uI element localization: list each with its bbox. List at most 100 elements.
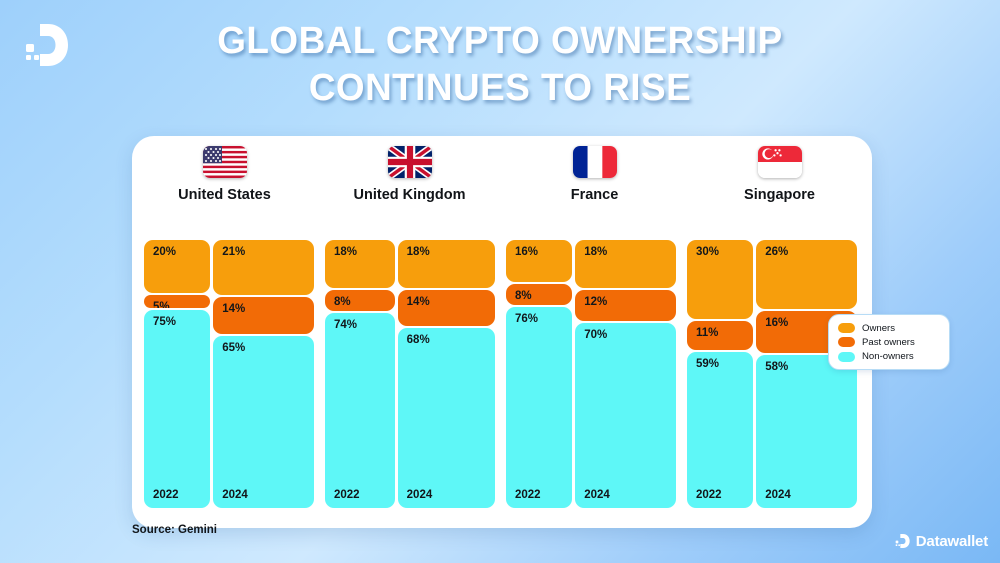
segment-value-label: 68% — [406, 334, 430, 347]
segment-value-label: 26% — [765, 246, 789, 258]
bar-segment[interactable]: 11% — [687, 321, 754, 351]
segment-value-label: 14% — [222, 303, 246, 316]
stacked-bar-chart: 20% 5% 75% 2022 21% 14% 65% 2024 18% 8% 74% 2022 18%… — [140, 240, 864, 509]
year-bar[interactable]: 16% 8% 76% 2022 — [506, 240, 575, 508]
country-label-singapore: Singapore — [744, 187, 815, 203]
title-line-2: CONTINUES TO RISE — [308, 67, 692, 109]
year-bar[interactable]: 21% 14% 65% 2024 — [213, 240, 317, 508]
segment-value-label: 18% — [334, 246, 358, 258]
country-label-united-states: United States — [178, 187, 271, 203]
country-column: 30% 11% 59% 2022 26% 16% 58% 2024 — [683, 240, 864, 509]
footer-brand-name: Datawallet — [915, 532, 988, 550]
bar-segment[interactable]: 12% — [575, 289, 676, 322]
segment-value-label: 59% — [696, 358, 720, 371]
bar-segment[interactable]: 16% — [506, 240, 573, 283]
country-label-united-kingdom: United Kingdom — [353, 187, 466, 203]
legend-item-owners: Owners — [838, 321, 941, 335]
country-column: 16% 8% 76% 2022 18% 12% 70% 2024 — [502, 240, 683, 508]
bar-segment[interactable]: 18% — [397, 240, 495, 288]
country-header-singapore: Singapore — [687, 146, 872, 234]
segment-value-label: 5% — [153, 300, 170, 308]
segment-value-label: 16% — [765, 316, 789, 329]
segment-value-label: 16% — [515, 246, 539, 258]
segment-value-label: 21% — [222, 246, 246, 258]
segment-value-label: 18% — [406, 246, 430, 258]
year-bar[interactable]: 18% 14% 68% 2024 — [397, 240, 498, 508]
segment-value-label: 18% — [584, 246, 608, 258]
bar-segment[interactable]: 58% 2024 — [756, 354, 857, 508]
legend-label-non-owners: Non-owners — [862, 351, 914, 363]
segment-value-label: 65% — [222, 342, 246, 355]
segment-value-label: 75% — [153, 316, 177, 328]
segment-value-label: 12% — [584, 295, 608, 308]
datawallet-d-logo-icon — [895, 534, 910, 548]
country-header-france: France — [502, 146, 687, 234]
legend-label-owners: Owners — [862, 322, 896, 334]
legend-swatch-non-owners — [838, 351, 855, 362]
country-column: 20% 5% 75% 2022 21% 14% 65% 2024 — [140, 240, 321, 508]
year-axis-label: 2022 — [153, 489, 179, 501]
bar-segment[interactable]: 30% — [687, 240, 754, 320]
bar-segment[interactable]: 76% 2022 — [506, 307, 573, 508]
bar-segment[interactable]: 75% 2022 — [144, 310, 211, 508]
segment-value-label: 11% — [696, 327, 719, 340]
country-label-france: France — [570, 187, 619, 203]
flag-united-kingdom — [387, 146, 432, 178]
legend-swatch-owners — [838, 323, 855, 334]
segment-value-label: 8% — [515, 290, 532, 303]
flag-france — [572, 146, 617, 178]
segment-value-label: 8% — [334, 295, 351, 308]
legend-label-past-owners: Past owners — [862, 336, 915, 348]
datawallet-d-logo-icon — [18, 18, 72, 72]
chart-legend: Owners Past owners Non-owners — [828, 314, 950, 370]
bar-segment[interactable]: 18% — [325, 240, 395, 288]
segment-value-label: 70% — [584, 329, 608, 342]
chart-card: United States United Kingdom — [132, 136, 950, 528]
segment-value-label: 14% — [406, 295, 430, 308]
year-axis-label: 2024 — [765, 489, 791, 501]
footer-brand: Datawallet — [893, 531, 988, 551]
segment-value-label: 76% — [515, 313, 539, 326]
bar-segment[interactable]: 65% 2024 — [213, 336, 314, 508]
bar-segment[interactable]: 20% — [144, 240, 211, 293]
legend-item-past-owners: Past owners — [838, 335, 941, 349]
flag-united-states — [202, 146, 247, 178]
year-axis-label: 2024 — [584, 489, 610, 501]
year-bar[interactable]: 26% 16% 58% 2024 — [756, 240, 860, 508]
bar-segment[interactable]: 14% — [397, 289, 495, 327]
bar-segment[interactable]: 8% — [325, 289, 395, 311]
bar-segment[interactable]: 8% — [506, 284, 573, 306]
page-title: GLOBAL CRYPTO OWNERSHIP CONTINUES TO RIS… — [15, 18, 985, 112]
country-column: 18% 8% 74% 2022 18% 14% 68% 2024 — [321, 240, 502, 508]
bar-segment[interactable]: 14% — [213, 297, 314, 335]
segment-value-label: 58% — [765, 360, 789, 373]
segment-value-label: 20% — [153, 246, 177, 258]
year-bar[interactable]: 18% 12% 70% 2024 — [575, 240, 679, 508]
year-axis-label: 2022 — [696, 489, 722, 502]
year-bar[interactable]: 20% 5% 75% 2022 — [144, 240, 213, 508]
year-bar[interactable]: 30% 11% 59% 2022 — [687, 240, 756, 509]
bar-segment[interactable]: 18% — [575, 240, 676, 288]
bar-segment[interactable]: 21% — [213, 240, 314, 296]
flag-singapore — [757, 146, 802, 178]
bar-segment[interactable]: 68% 2024 — [397, 328, 495, 508]
year-axis-label: 2022 — [334, 489, 360, 501]
year-axis-label: 2024 — [222, 488, 248, 501]
segment-value-label: 74% — [334, 318, 358, 331]
country-header-united-states: United States — [132, 146, 317, 234]
bar-segment[interactable]: 59% 2022 — [687, 352, 754, 509]
country-header-united-kingdom: United Kingdom — [317, 146, 502, 234]
year-axis-label: 2024 — [406, 488, 433, 501]
bar-segment[interactable]: 74% 2022 — [325, 312, 395, 508]
bar-segment[interactable]: 70% 2024 — [575, 323, 676, 508]
title-line-1: GLOBAL CRYPTO OWNERSHIP — [217, 20, 783, 62]
bar-segment[interactable]: 26% — [756, 240, 857, 309]
year-bar[interactable]: 18% 8% 74% 2022 — [325, 240, 398, 508]
segment-value-label: 30% — [696, 246, 720, 258]
source-note: Source: Gemini — [132, 524, 217, 536]
bar-segment[interactable]: 5% — [144, 294, 211, 308]
country-header-row: United States United Kingdom — [132, 146, 872, 234]
legend-swatch-past-owners — [838, 337, 855, 348]
legend-item-non-owners: Non-owners — [838, 350, 941, 364]
